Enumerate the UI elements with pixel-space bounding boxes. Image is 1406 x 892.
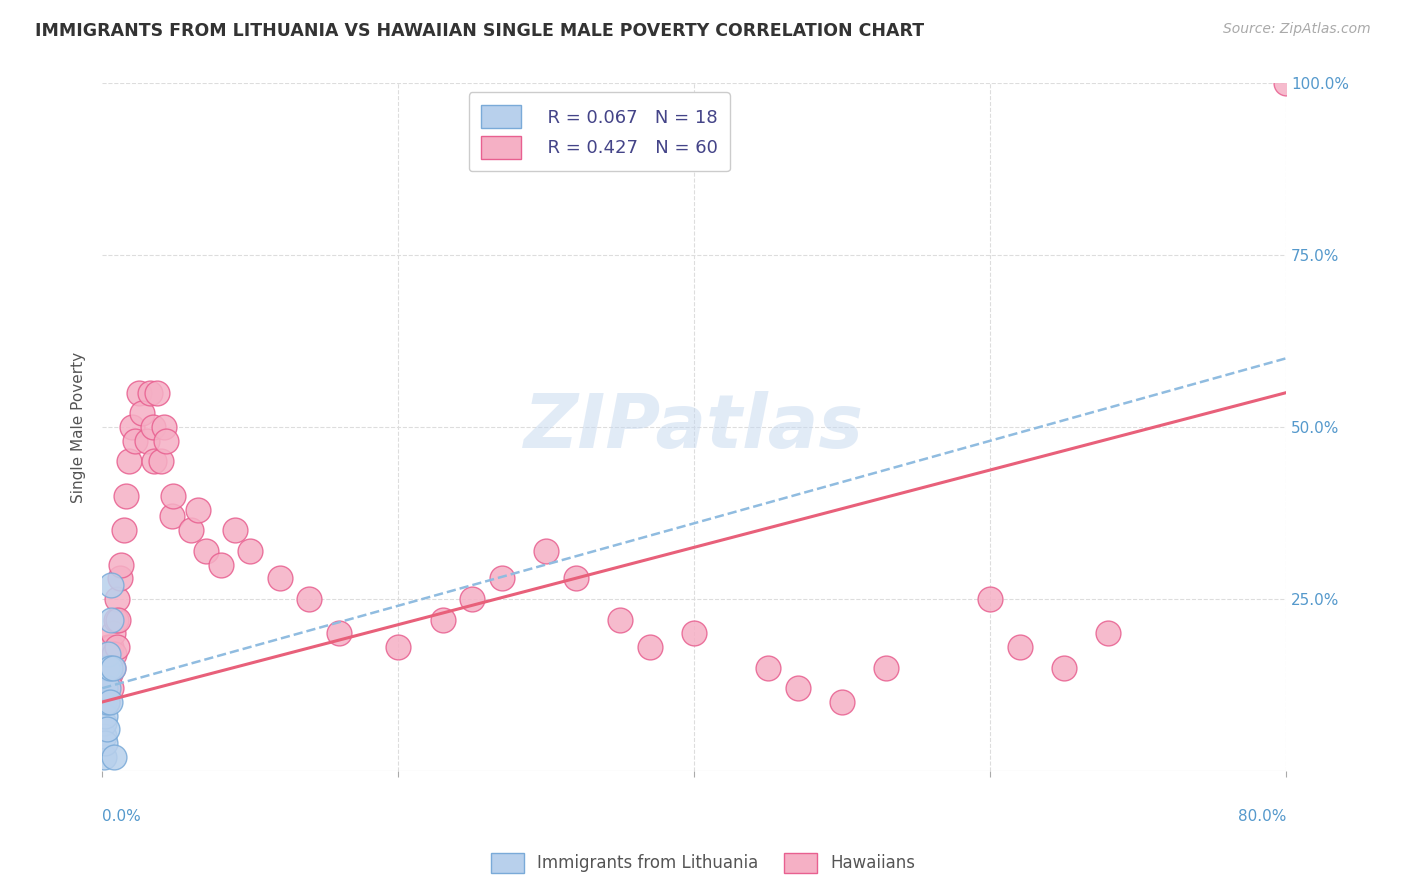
Point: [105, 640, 128, 654]
Point: [461, 591, 484, 606]
Point: [534, 543, 557, 558]
Point: [131, 406, 153, 420]
Point: [100, 578, 122, 592]
Point: [875, 660, 897, 674]
Point: [638, 640, 661, 654]
Point: [141, 420, 163, 434]
Point: [101, 660, 124, 674]
Point: [97, 640, 120, 654]
Point: [209, 558, 232, 572]
Legend: Immigrants from Lithuania, Hawaiians: Immigrants from Lithuania, Hawaiians: [484, 847, 922, 880]
Point: [155, 434, 177, 448]
Point: [683, 626, 706, 640]
Point: [160, 509, 183, 524]
Point: [110, 558, 132, 572]
Point: [112, 523, 135, 537]
Point: [93, 695, 115, 709]
Point: [100, 681, 122, 696]
Text: 80.0%: 80.0%: [1237, 808, 1286, 823]
Point: [1008, 640, 1031, 654]
Point: [153, 420, 176, 434]
Point: [107, 613, 129, 627]
Point: [100, 613, 122, 627]
Point: [1275, 77, 1298, 91]
Point: [96, 695, 118, 709]
Point: [194, 543, 217, 558]
Point: [105, 591, 128, 606]
Point: [328, 626, 350, 640]
Point: [97, 681, 120, 696]
Point: [100, 640, 122, 654]
Y-axis label: Single Male Poverty: Single Male Poverty: [72, 351, 86, 502]
Point: [108, 571, 131, 585]
Point: [96, 695, 118, 709]
Point: [756, 660, 779, 674]
Point: [162, 489, 184, 503]
Point: [224, 523, 246, 537]
Point: [831, 695, 853, 709]
Point: [118, 454, 141, 468]
Text: ZIPatlas: ZIPatlas: [524, 391, 865, 464]
Point: [96, 660, 118, 674]
Point: [150, 454, 173, 468]
Point: [103, 647, 125, 661]
Point: [1097, 626, 1119, 640]
Text: Source: ZipAtlas.com: Source: ZipAtlas.com: [1223, 22, 1371, 37]
Text: 0.0%: 0.0%: [103, 808, 141, 823]
Point: [121, 420, 143, 434]
Point: [103, 750, 125, 764]
Point: [115, 489, 138, 503]
Point: [143, 454, 166, 468]
Point: [564, 571, 586, 585]
Point: [239, 543, 262, 558]
Point: [432, 613, 454, 627]
Point: [124, 434, 146, 448]
Point: [180, 523, 202, 537]
Point: [979, 591, 1001, 606]
Point: [98, 695, 121, 709]
Point: [187, 502, 209, 516]
Point: [146, 385, 169, 400]
Point: [94, 681, 117, 696]
Point: [93, 715, 115, 730]
Point: [609, 613, 631, 627]
Point: [786, 681, 808, 696]
Point: [1053, 660, 1076, 674]
Legend:   R = 0.067   N = 18,   R = 0.427   N = 60: R = 0.067 N = 18, R = 0.427 N = 60: [468, 93, 730, 171]
Point: [93, 750, 115, 764]
Point: [93, 729, 115, 743]
Point: [135, 434, 157, 448]
Point: [98, 667, 121, 681]
Point: [96, 723, 118, 737]
Point: [269, 571, 291, 585]
Point: [138, 385, 160, 400]
Point: [98, 660, 121, 674]
Point: [128, 385, 150, 400]
Point: [94, 708, 117, 723]
Point: [101, 626, 124, 640]
Point: [298, 591, 321, 606]
Point: [491, 571, 513, 585]
Point: [94, 736, 117, 750]
Point: [97, 647, 120, 661]
Text: IMMIGRANTS FROM LITHUANIA VS HAWAIIAN SINGLE MALE POVERTY CORRELATION CHART: IMMIGRANTS FROM LITHUANIA VS HAWAIIAN SI…: [35, 22, 924, 40]
Point: [94, 681, 117, 696]
Point: [387, 640, 409, 654]
Point: [104, 613, 127, 627]
Point: [101, 660, 124, 674]
Point: [96, 660, 118, 674]
